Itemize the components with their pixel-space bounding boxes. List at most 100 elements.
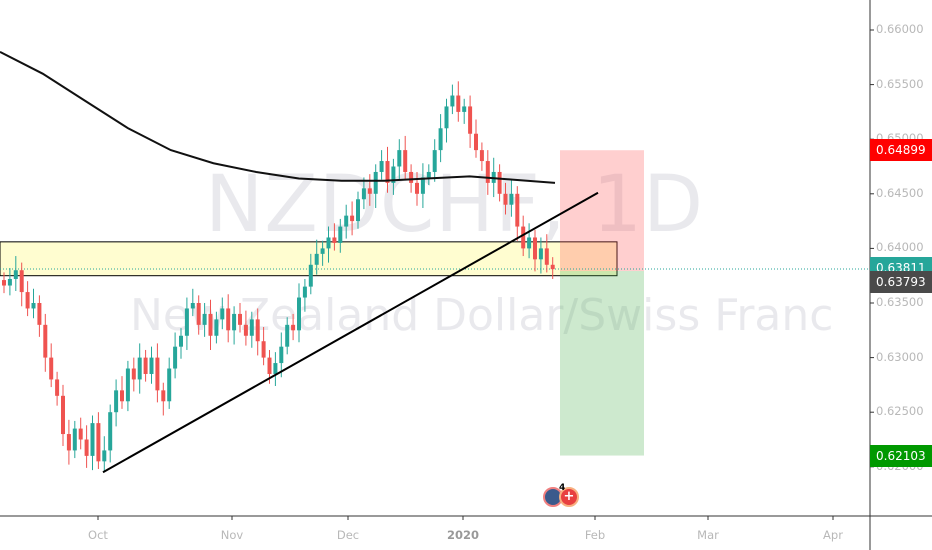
candle-body xyxy=(285,324,290,347)
time-tick-label: Mar xyxy=(697,528,719,542)
economic-events-icon[interactable]: + 4 xyxy=(543,483,583,507)
profit-zone xyxy=(560,150,644,272)
candle-body xyxy=(326,237,331,249)
candle-body xyxy=(7,278,12,286)
candle-body xyxy=(379,161,384,172)
candle-body xyxy=(214,319,219,336)
candle-body xyxy=(373,171,378,194)
candle-body xyxy=(37,303,42,325)
candle-body xyxy=(361,188,366,200)
trendline xyxy=(102,191,599,474)
stop-price-label: 0.62103 xyxy=(870,444,932,467)
candle-body xyxy=(444,106,449,129)
candle-body xyxy=(426,171,431,178)
candle-body xyxy=(90,423,95,456)
candle-body xyxy=(96,423,101,462)
candle-body xyxy=(55,379,60,396)
candle-body xyxy=(314,253,319,265)
time-tick-label: Feb xyxy=(584,528,606,542)
candle-body xyxy=(332,237,337,243)
candle-body xyxy=(527,237,532,249)
candle-body xyxy=(468,106,473,134)
symbol-watermark: NZDCHF, 1D xyxy=(205,160,705,250)
candle-body xyxy=(125,368,130,402)
candle-body xyxy=(533,237,537,260)
candle-body xyxy=(143,357,148,374)
candle-body xyxy=(538,248,543,260)
candle-body xyxy=(249,319,254,336)
candle-body xyxy=(202,313,207,325)
candle-body xyxy=(220,308,225,320)
candle-body xyxy=(344,215,349,227)
candle-body xyxy=(179,335,183,347)
candle-body xyxy=(279,346,284,364)
candle-body xyxy=(509,193,514,205)
candle-body xyxy=(308,264,313,287)
price-tick-label: 0.63000 xyxy=(876,349,924,364)
candle-body xyxy=(149,357,154,374)
candle-body xyxy=(120,390,124,402)
candle-body xyxy=(338,226,343,243)
candle-body xyxy=(350,215,355,222)
candle-body xyxy=(267,357,272,374)
candle-body xyxy=(167,368,172,402)
support-zone xyxy=(0,241,618,277)
price-tick-label: 0.66000 xyxy=(876,22,924,36)
candle-body xyxy=(19,270,24,293)
candle-body xyxy=(479,150,484,162)
entry-price-label: 0.63793 xyxy=(870,271,932,293)
candle-body xyxy=(438,128,443,151)
candle-body xyxy=(161,390,166,402)
events-count-badge: 4 xyxy=(559,483,566,493)
chf-flag-icon: + xyxy=(559,487,579,507)
candle-body xyxy=(49,357,54,380)
candle-body xyxy=(131,368,136,380)
candle-body xyxy=(297,297,301,331)
price-tick-label: 0.63500 xyxy=(876,295,924,309)
target-price-label: 0.64899 xyxy=(870,139,932,162)
moving-average-line xyxy=(0,50,556,184)
time-tick-label: Dec xyxy=(336,528,360,542)
candle-body xyxy=(485,161,490,183)
candle-body xyxy=(474,133,478,151)
candle-body xyxy=(544,248,549,265)
candle-body xyxy=(78,428,83,440)
price-tick-label: 0.64000 xyxy=(876,240,924,255)
candle-body xyxy=(450,95,455,107)
candle-body xyxy=(61,395,65,435)
candle-body xyxy=(108,412,113,451)
candle-body xyxy=(385,161,390,183)
candle-body xyxy=(356,199,360,222)
candle-body xyxy=(515,193,520,227)
time-tick-label: 2020 xyxy=(446,528,480,542)
candle-body xyxy=(291,324,296,331)
candle-body xyxy=(31,303,36,309)
candle-body xyxy=(420,177,425,194)
candle-body xyxy=(550,264,555,270)
candle-body xyxy=(403,150,408,172)
candle-body xyxy=(114,390,119,413)
candle-body xyxy=(255,319,260,342)
candle-body xyxy=(72,428,77,451)
stop-zone xyxy=(560,271,644,456)
candle-body xyxy=(243,324,248,336)
price-tick-label: 0.65500 xyxy=(876,76,924,91)
time-tick-label: Nov xyxy=(220,528,244,542)
candle-body xyxy=(273,363,278,374)
candle-body xyxy=(137,357,142,380)
candle-body xyxy=(226,308,231,331)
candle-body xyxy=(184,308,189,336)
candle-body xyxy=(238,313,242,325)
candle-body xyxy=(43,324,48,358)
candle-body xyxy=(432,150,437,172)
candle-body xyxy=(497,171,502,194)
candle-body xyxy=(155,357,160,391)
time-tick-label: Apr xyxy=(823,528,843,542)
time-tick-label: Oct xyxy=(88,528,108,542)
price-tick-label: 0.64500 xyxy=(876,185,924,200)
candle-body xyxy=(415,182,419,194)
candle-body xyxy=(521,226,526,249)
candle-body xyxy=(190,303,195,309)
